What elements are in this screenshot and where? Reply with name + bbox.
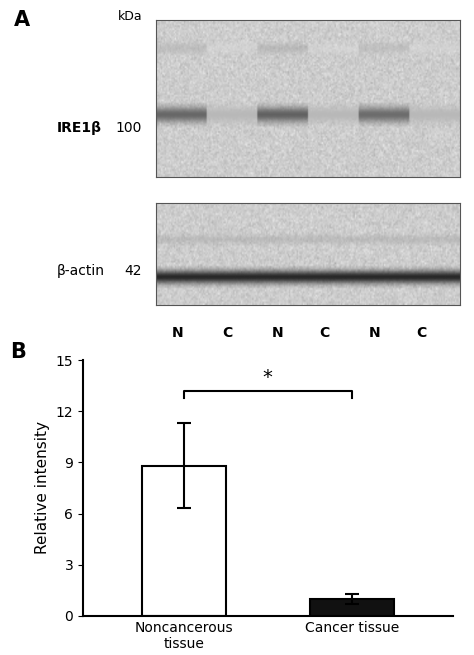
Text: C: C [417,326,427,340]
Text: N: N [369,326,380,340]
Text: C: C [319,326,330,340]
Text: N: N [172,326,183,340]
Y-axis label: Relative intensity: Relative intensity [35,421,50,555]
Text: kDa: kDa [118,10,142,24]
Text: 100: 100 [116,121,142,136]
Text: 42: 42 [125,264,142,278]
Text: IRE1β: IRE1β [57,121,102,136]
Text: β-actin: β-actin [57,264,105,278]
Text: B: B [10,342,26,362]
Bar [142,466,226,616]
Text: *: * [263,369,273,388]
Bar [310,599,394,616]
Text: C: C [222,326,233,340]
Text: N: N [272,326,283,340]
Text: A: A [14,10,30,30]
